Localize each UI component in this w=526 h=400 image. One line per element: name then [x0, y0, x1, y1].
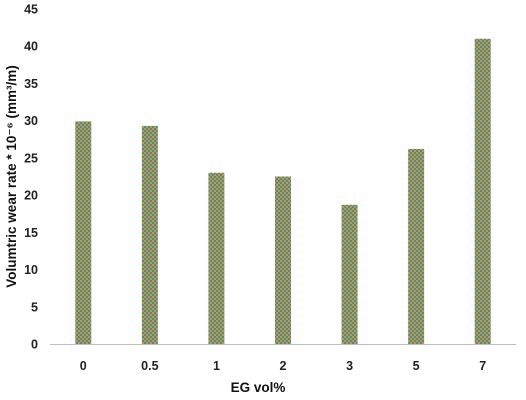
x-tick-labels: 0 0.5 1 2 3 5 7	[80, 359, 486, 373]
x-axis-label: EG vol%	[231, 380, 286, 395]
y-tick-label: 0	[31, 338, 38, 352]
x-tick-label: 5	[413, 359, 420, 373]
bar	[75, 121, 92, 345]
y-tick-label: 30	[24, 114, 38, 128]
y-tick-label: 40	[24, 40, 38, 54]
x-tick-label: 1	[213, 359, 220, 373]
bar	[408, 148, 425, 344]
y-tick-labels: 0 5 10 15 20 25 30 35 40 45	[24, 3, 38, 352]
bar	[474, 38, 491, 345]
y-tick-label: 25	[24, 151, 38, 165]
y-tick-label: 35	[24, 77, 38, 91]
y-axis-label: Volumtric wear rate * 10⁻⁶ (mm³/m)	[4, 65, 19, 287]
bar	[341, 204, 358, 344]
x-tick-label: 7	[479, 359, 486, 373]
bar	[141, 125, 158, 344]
x-tick-label: 0.5	[141, 359, 158, 373]
y-tick-label: 15	[24, 226, 38, 240]
bar	[275, 176, 291, 344]
x-tick-label: 2	[280, 359, 287, 373]
y-tick-label: 10	[24, 263, 38, 277]
bar	[208, 172, 225, 344]
x-tick-label: 0	[80, 359, 87, 373]
y-tick-label: 5	[31, 300, 38, 314]
x-tick-label: 3	[346, 359, 353, 373]
y-tick-label: 20	[24, 189, 38, 203]
y-tick-label: 45	[24, 3, 38, 17]
bars-layer	[75, 38, 491, 345]
